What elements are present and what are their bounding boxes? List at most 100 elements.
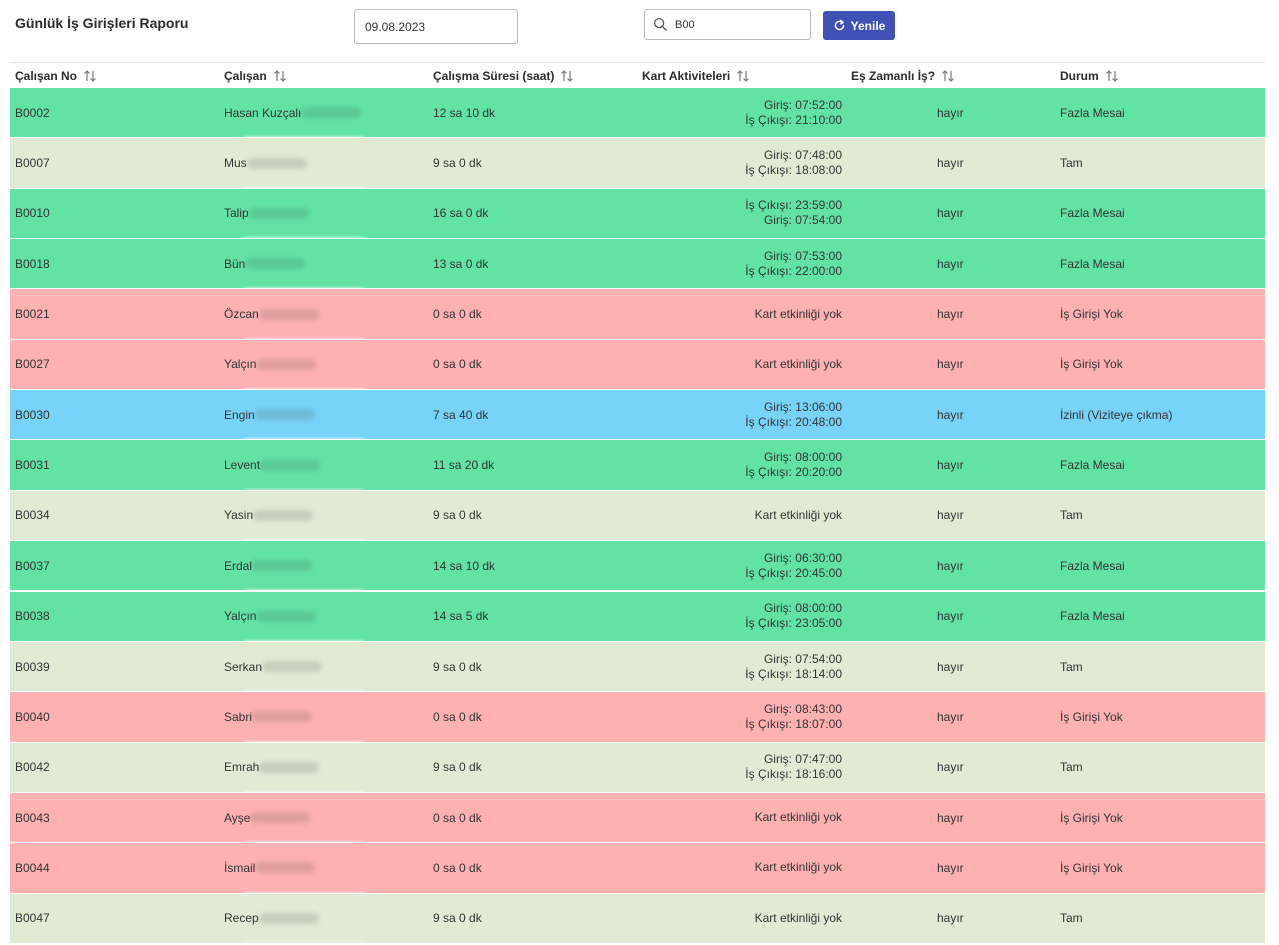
table-row[interactable]: B0021 Özcan 0 sa 0 dk Kart etkinliği yok hay…: [10, 289, 1265, 341]
column-label: Durum: [1060, 69, 1099, 83]
column-header-status[interactable]: Durum: [1060, 63, 1119, 89]
card-activities: Kart etkinliği yok: [610, 843, 842, 892]
redacted-surname: [252, 560, 313, 572]
blur-artifact: [244, 941, 364, 945]
table-row[interactable]: B0010 Talip 16 sa 0 dk İş Çıkışı: 23:59:00 G…: [10, 188, 1265, 241]
column-header-employee[interactable]: Çalışan: [224, 63, 287, 89]
work-duration: 0 sa 0 dk: [433, 860, 482, 875]
status-text: Tam: [1060, 508, 1083, 523]
work-duration: 13 sa 0 dk: [433, 256, 489, 271]
sort-icon[interactable]: [560, 69, 574, 83]
table-header: Çalışan No Çalışan Çalışma Süresi (saat)…: [10, 62, 1265, 90]
concurrent-work: hayır: [937, 911, 964, 926]
employee-no: B0007: [15, 156, 50, 171]
column-label: Çalışan No: [15, 69, 78, 83]
blur-artifact: [244, 539, 364, 543]
column-header-duration[interactable]: Çalışma Süresi (saat): [433, 63, 574, 89]
blur-artifact: [244, 891, 364, 895]
table-row[interactable]: B0047 Recep 9 sa 0 dk Kart etkinliği yok hay…: [10, 893, 1265, 945]
employee-no: B0047: [15, 911, 50, 926]
sort-icon[interactable]: [1105, 69, 1119, 83]
redacted-surname: [262, 661, 323, 673]
status-text: İzinli (Viziteye çıkma): [1060, 407, 1173, 422]
table-row[interactable]: B0030 Engin 7 sa 40 dk Giriş: 13:06:00 İş Çı…: [10, 390, 1265, 442]
employee-name-text: Hasan Kuzçalı: [224, 105, 302, 120]
status-text: Fazla Mesai: [1060, 105, 1125, 120]
search-icon: [653, 17, 667, 31]
table-row[interactable]: B0037 Erdal 14 sa 10 dk Giriş: 06:30:00 İş Ç…: [10, 541, 1265, 593]
concurrent-work: hayır: [937, 357, 964, 372]
concurrent-work: hayır: [937, 458, 964, 473]
card-activities: Giriş: 07:53:00 İş Çıkışı: 22:00:00: [610, 239, 842, 288]
table-row[interactable]: B0034 Yasin 9 sa 0 dk Kart etkinliği yok hay…: [10, 490, 1265, 543]
employee-name-text: İsmail: [224, 860, 256, 875]
card-activities: Giriş: 07:48:00 İş Çıkışı: 18:08:00: [610, 138, 842, 187]
table-row[interactable]: B0042 Emrah 9 sa 0 dk Giriş: 07:47:00 İş Çık…: [10, 742, 1265, 794]
status-text: Fazla Mesai: [1060, 609, 1125, 624]
search-box[interactable]: [644, 9, 811, 40]
column-header-employee-no[interactable]: Çalışan No: [15, 63, 97, 89]
refresh-button[interactable]: Yenile: [823, 11, 895, 40]
sort-icon[interactable]: [273, 69, 287, 83]
table-row[interactable]: B0038 Yalçın 14 sa 5 dk Giriş: 08:00:00 İş Ç…: [10, 591, 1265, 643]
status-text: İş Girişi Yok: [1060, 810, 1123, 825]
date-input[interactable]: [354, 9, 518, 44]
card-activities: Kart etkinliği yok: [610, 793, 842, 842]
sort-icon[interactable]: [83, 69, 97, 83]
redacted-surname: [248, 207, 309, 219]
card-activity-line: Kart etkinliği yok: [754, 810, 842, 825]
card-activities: Kart etkinliği yok: [610, 491, 842, 540]
card-activity-line: İş Çıkışı: 23:59:00: [745, 198, 842, 213]
work-duration: 9 sa 0 dk: [433, 508, 482, 523]
column-header-card-activities[interactable]: Kart Aktiviteleri: [642, 63, 750, 89]
work-duration: 16 sa 0 dk: [433, 206, 489, 221]
concurrent-work: hayır: [937, 860, 964, 875]
concurrent-work: hayır: [937, 206, 964, 221]
redacted-surname: [250, 812, 311, 824]
redacted-surname: [256, 610, 317, 622]
work-duration: 0 sa 0 dk: [433, 357, 482, 372]
card-activity-line: İş Çıkışı: 18:14:00: [745, 666, 842, 681]
table-row[interactable]: B0007 Mus 9 sa 0 dk Giriş: 07:48:00 İş Çıkış…: [10, 138, 1265, 190]
table-row[interactable]: B0018 Bün 13 sa 0 dk Giriş: 07:53:00 İş Çıkı…: [10, 239, 1265, 291]
table-row[interactable]: B0044 İsmail 0 sa 0 dk Kart etkinliği yok ha…: [10, 843, 1265, 895]
employee-no: B0037: [15, 558, 50, 573]
column-header-concurrent[interactable]: Eş Zamanlı İş?: [851, 63, 955, 89]
card-activity-line: İş Çıkışı: 18:16:00: [745, 767, 842, 782]
employee-name: Özcan: [224, 289, 319, 338]
work-duration: 14 sa 10 dk: [433, 558, 496, 573]
concurrent-work: hayır: [937, 508, 964, 523]
card-activity-line: İş Çıkışı: 18:08:00: [745, 163, 842, 178]
card-activity-line: Giriş: 07:47:00: [763, 752, 842, 767]
work-duration: 7 sa 40 dk: [433, 407, 489, 422]
card-activities: Kart etkinliği yok: [610, 894, 842, 943]
blur-artifact: [244, 690, 364, 694]
sort-icon[interactable]: [941, 69, 955, 83]
redacted-surname: [258, 308, 319, 320]
employee-no: B0027: [15, 357, 50, 372]
employee-name: Emrah: [224, 743, 320, 792]
employee-no: B0034: [15, 508, 50, 523]
blur-artifact: [244, 488, 364, 492]
card-activity-line: İş Çıkışı: 21:10:00: [745, 112, 842, 127]
table-row[interactable]: B0039 Serkan 9 sa 0 dk Giriş: 07:54:00 İş Çı…: [10, 641, 1265, 694]
card-activities: Giriş: 07:47:00 İş Çıkışı: 18:16:00: [610, 743, 842, 792]
concurrent-work: hayır: [937, 709, 964, 724]
concurrent-work: hayır: [937, 659, 964, 674]
employee-name: Levent: [224, 440, 321, 489]
table-row[interactable]: B0040 Sabri 0 sa 0 dk Giriş: 08:43:00 İş Çık…: [10, 692, 1265, 744]
card-activities: Giriş: 06:30:00 İş Çıkışı: 20:45:00: [610, 541, 842, 590]
table-row[interactable]: B0043 Ayşe 0 sa 0 dk Kart etkinliği yok hayı…: [10, 792, 1265, 845]
card-activity-line: Kart etkinliği yok: [754, 507, 842, 522]
concurrent-work: hayır: [937, 156, 964, 171]
work-duration: 9 sa 0 dk: [433, 911, 482, 926]
search-input[interactable]: [675, 11, 805, 38]
employee-no: B0018: [15, 256, 50, 271]
card-activities: İş Çıkışı: 23:59:00 Giriş: 07:54:00: [610, 189, 842, 238]
table-row[interactable]: B0027 Yalçın 0 sa 0 dk Kart etkinliği yok ha…: [10, 339, 1265, 392]
sort-icon[interactable]: [736, 69, 750, 83]
table-row[interactable]: B0002 Hasan Kuzçalı 12 sa 10 dk Giriş: 07:5…: [10, 88, 1265, 140]
status-text: Fazla Mesai: [1060, 256, 1125, 271]
table-row[interactable]: B0031 Levent 11 sa 20 dk Giriş: 08:00:00 İş …: [10, 440, 1265, 492]
